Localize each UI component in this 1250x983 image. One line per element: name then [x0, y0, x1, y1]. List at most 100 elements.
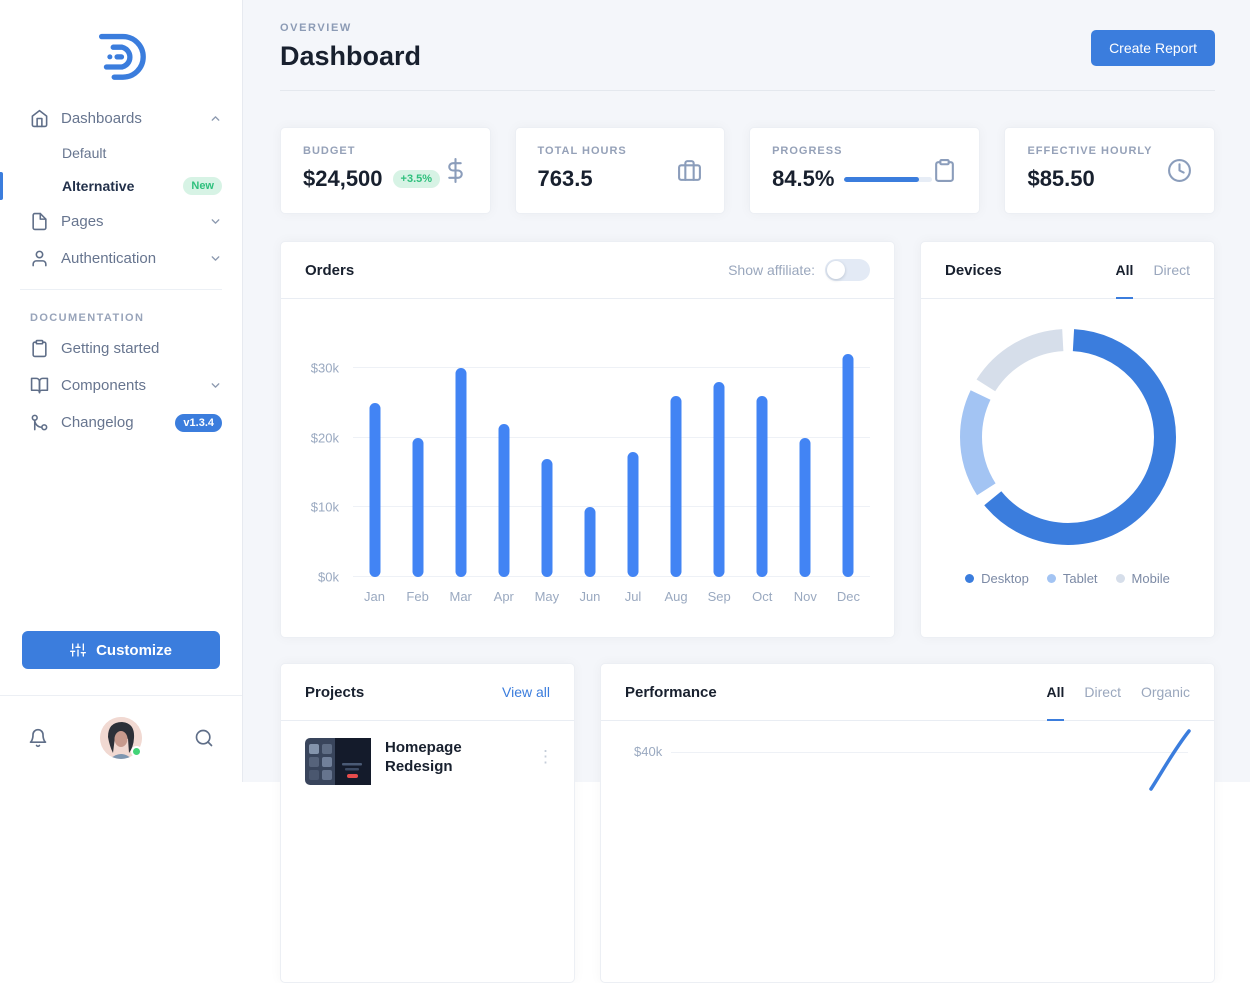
- create-report-button[interactable]: Create Report: [1091, 30, 1215, 66]
- stat-label: EFFECTIVE HOURLY: [1027, 145, 1153, 157]
- bell-icon: [28, 728, 48, 748]
- performance-tab-direct[interactable]: Direct: [1084, 684, 1121, 700]
- progress-card: PROGRESS 84.5%: [749, 127, 981, 214]
- git-branch-icon: [30, 413, 49, 432]
- header-divider: [280, 90, 1215, 91]
- sidebar-item-label: Dashboards: [61, 110, 142, 127]
- legend-item-desktop[interactable]: Desktop: [965, 571, 1029, 586]
- sidebar-item-changelog[interactable]: Changelog v1.3.4: [0, 404, 242, 441]
- sidebar-item-components[interactable]: Components: [0, 367, 242, 404]
- performance-gridline: [671, 752, 1188, 753]
- orders-card-title: Orders: [305, 261, 355, 279]
- kebab-menu-icon[interactable]: ⋮: [537, 747, 554, 766]
- orders-bar-apr: [498, 423, 510, 577]
- x-tick-label: Aug: [664, 589, 688, 604]
- stat-label: BUDGET: [303, 145, 356, 157]
- devices-donut-chart: [959, 329, 1176, 545]
- x-tick-label: Mar: [449, 589, 472, 604]
- chevron-down-icon: [209, 379, 222, 392]
- sidebar-item-label: Alternative: [62, 178, 135, 194]
- clock-icon: [1167, 158, 1192, 183]
- donut-segment-desktop: [959, 329, 1176, 545]
- sidebar-item-label: Changelog: [61, 414, 134, 431]
- sidebar-item-dashboards[interactable]: Dashboards: [0, 100, 242, 137]
- sidebar-footer-divider: [0, 695, 242, 696]
- stat-value: 763.5: [537, 166, 593, 191]
- project-list-item[interactable]: Homepage Redesign ⋮: [281, 721, 574, 785]
- stat-value: 84.5%: [772, 166, 835, 191]
- gridline: [353, 366, 870, 368]
- legend-item-tablet[interactable]: Tablet: [1046, 571, 1098, 586]
- book-icon: [30, 376, 49, 395]
- delta-badge: +3.5%: [392, 170, 441, 188]
- customize-label: Customize: [96, 641, 172, 659]
- budget-card: BUDGET $24,500 +3.5%: [280, 127, 491, 214]
- dollar-icon: [443, 158, 468, 183]
- x-tick-label: May: [534, 589, 560, 604]
- sidebar-item-alternative[interactable]: Alternative New: [0, 169, 242, 203]
- orders-bar-mar: [455, 367, 467, 577]
- orders-bar-nov: [799, 437, 811, 577]
- sidebar-divider: [20, 289, 222, 290]
- legend-label: Mobile: [1131, 571, 1170, 586]
- devices-tab-all[interactable]: All: [1115, 242, 1133, 299]
- project-thumbnail: [305, 738, 371, 785]
- total-hours-card: TOTAL HOURS 763.5: [514, 127, 726, 214]
- sidebar-item-authentication[interactable]: Authentication: [0, 240, 242, 277]
- legend-dot: [1115, 574, 1125, 583]
- y-tick-label: $20k: [310, 430, 339, 446]
- orders-bar-jul: [627, 451, 639, 577]
- new-badge: New: [183, 177, 222, 195]
- sidebar-nav: Dashboards Default Alternative New Pages: [0, 100, 242, 277]
- main-content: OVERVIEW Dashboard Create Report BUDGET …: [243, 0, 1250, 983]
- x-tick-label: Sep: [707, 589, 731, 604]
- sidebar-item-getting-started[interactable]: Getting started: [0, 330, 242, 367]
- orders-bar-may: [541, 458, 553, 577]
- page-title: Dashboard: [280, 41, 422, 71]
- performance-line: [1149, 729, 1191, 791]
- toggle-knob: [827, 261, 845, 279]
- gridline: [353, 436, 870, 438]
- app-logo[interactable]: [91, 24, 151, 82]
- orders-bar-jun: [584, 507, 596, 577]
- gridline: [353, 506, 870, 508]
- view-all-link[interactable]: View all: [502, 684, 550, 700]
- page-header: OVERVIEW Dashboard Create Report: [280, 0, 1215, 72]
- x-tick-label: Dec: [836, 589, 860, 604]
- show-affiliate-toggle[interactable]: [825, 259, 870, 281]
- search-button[interactable]: [190, 724, 218, 752]
- performance-tab-organic[interactable]: Organic: [1140, 684, 1190, 700]
- progress-bar: [844, 176, 933, 182]
- show-affiliate-label: Show affiliate:: [728, 262, 815, 278]
- devices-legend: Desktop Tablet Mobile: [921, 571, 1214, 586]
- user-avatar[interactable]: [100, 717, 142, 759]
- stats-row: BUDGET $24,500 +3.5% TOTAL HOURS 763.5: [280, 127, 1215, 214]
- projects-card-title: Projects: [305, 683, 365, 701]
- legend-dot: [965, 574, 975, 583]
- orders-bar-feb: [412, 437, 424, 577]
- donut-segment-tablet: [959, 329, 1176, 545]
- performance-card: Performance All Direct Organic $40k: [600, 663, 1215, 983]
- devices-tab-direct[interactable]: Direct: [1153, 262, 1190, 278]
- orders-bar-dec: [842, 353, 854, 577]
- y-tick-label: $30k: [310, 360, 339, 376]
- performance-y-tick-label: $40k: [634, 744, 663, 759]
- x-tick-label: Jun: [579, 589, 601, 604]
- orders-bar-jan: [369, 402, 381, 577]
- stat-label: TOTAL HOURS: [537, 145, 627, 157]
- sidebar-section-label: DOCUMENTATION: [30, 312, 145, 324]
- customize-button[interactable]: Customize: [22, 631, 220, 669]
- legend-dot: [1046, 574, 1056, 583]
- sidebar-item-label: Authentication: [61, 250, 157, 267]
- sidebar-footer: [0, 708, 242, 768]
- legend-item-mobile[interactable]: Mobile: [1115, 571, 1170, 586]
- sidebar-item-pages[interactable]: Pages: [0, 203, 242, 240]
- orders-bar-oct: [756, 395, 768, 577]
- user-icon: [30, 249, 49, 268]
- project-title: Homepage Redesign: [385, 739, 462, 775]
- performance-tab-all[interactable]: All: [1046, 664, 1064, 721]
- sidebar-item-label: Pages: [61, 213, 104, 230]
- devices-tabs: All Direct: [1115, 242, 1190, 299]
- sidebar-item-default[interactable]: Default: [0, 137, 242, 169]
- notifications-button[interactable]: [24, 724, 52, 752]
